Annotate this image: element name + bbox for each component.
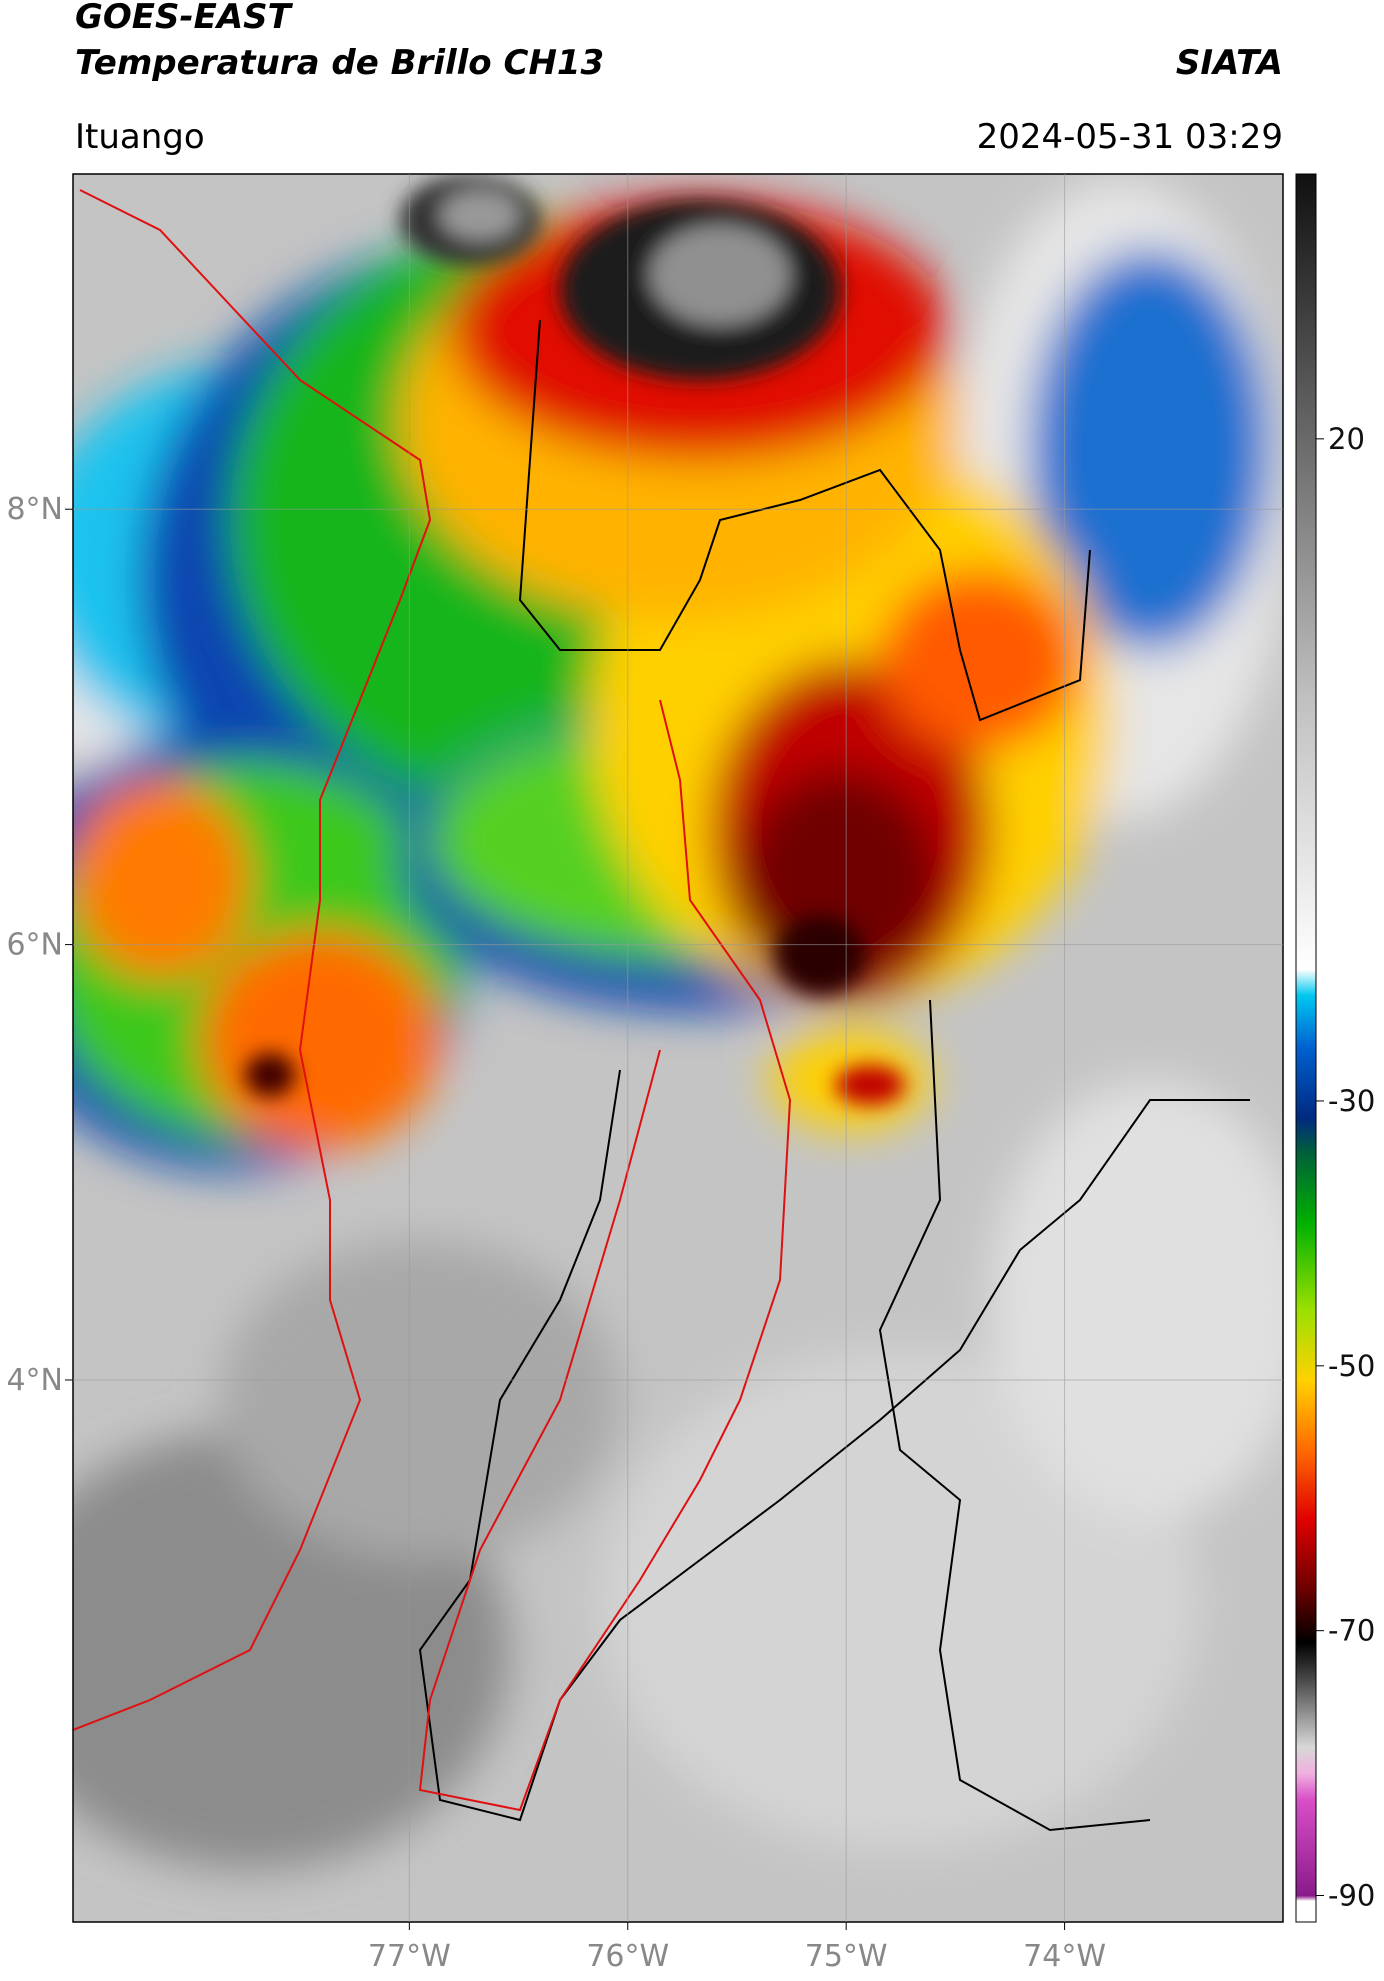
colorbar-tick-label: 20 bbox=[1328, 422, 1365, 456]
y-tick-label: 4°N bbox=[6, 1363, 63, 1398]
location: Ituango bbox=[75, 117, 205, 157]
colorbar bbox=[1295, 173, 1317, 1923]
y-tick-label: 6°N bbox=[6, 928, 63, 963]
colorbar-tick-label: -30 bbox=[1328, 1084, 1375, 1118]
source: SIATA bbox=[1176, 43, 1283, 83]
x-tick-label: 74°W bbox=[1023, 1939, 1106, 1974]
colorbar-tick-label: -70 bbox=[1328, 1614, 1375, 1648]
x-tick-label: 77°W bbox=[368, 1939, 451, 1974]
satellite-image bbox=[73, 174, 1283, 1922]
subtitle: Temperatura de Brillo CH13 bbox=[75, 43, 604, 83]
datetime: 2024-05-31 03:29 bbox=[977, 117, 1283, 157]
dept-borders bbox=[73, 189, 792, 1812]
colorbar-tick-label: -90 bbox=[1328, 1879, 1375, 1913]
colorbar-tick-label: -50 bbox=[1328, 1349, 1375, 1383]
y-tick-label: 8°N bbox=[6, 492, 63, 527]
map-frame bbox=[72, 173, 1284, 1923]
x-tick-label: 75°W bbox=[805, 1939, 888, 1974]
title: GOES-EAST bbox=[75, 0, 294, 37]
admin-borders bbox=[418, 319, 1250, 1832]
x-tick-label: 76°W bbox=[586, 1939, 669, 1974]
